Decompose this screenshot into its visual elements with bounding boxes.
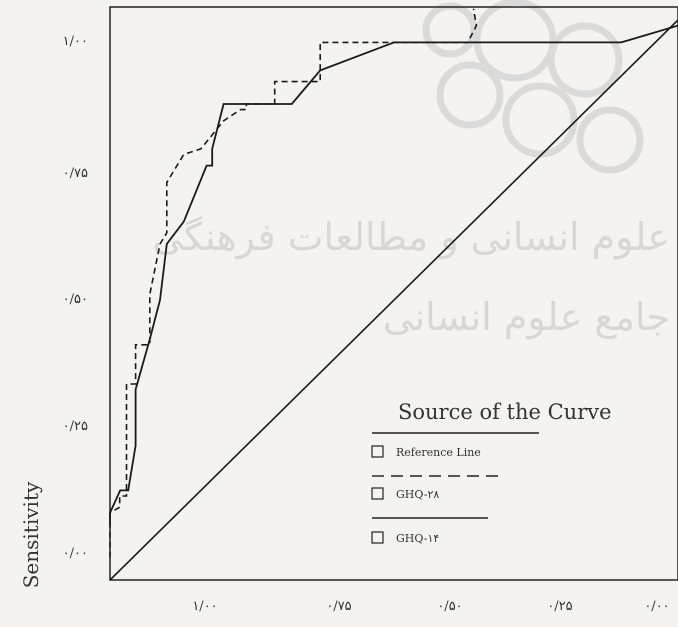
x-tick-label-4: ۰/۲۵ bbox=[547, 599, 572, 614]
legend-title: Source of the Curve bbox=[398, 400, 612, 424]
x-tick-label-5: ۰/۰۰ bbox=[644, 599, 669, 614]
x-tick-label-1: ۱/۰۰ bbox=[192, 599, 217, 614]
series-line-reference bbox=[109, 19, 678, 581]
y-tick-labels: ۱/۰۰ ۰/۷۵ ۰/۵۰ ۰/۲۵ ۰/۰۰ bbox=[63, 34, 88, 561]
series-line-ghq-28 bbox=[109, 8, 478, 558]
legend-swatch-box bbox=[371, 531, 384, 544]
x-tick-label-2: ۰/۷۵ bbox=[326, 599, 351, 614]
watermark-line-1: علوم انسانی و مطالعات فرهنگی bbox=[152, 215, 670, 260]
watermark-ornament bbox=[422, 0, 644, 174]
series-layer bbox=[109, 8, 678, 581]
y-tick-label-3: ۰/۵۰ bbox=[63, 292, 88, 307]
watermark-line-2: جامع علوم انسانی bbox=[383, 295, 670, 340]
watermark: علوم انسانی و مطالعات فرهنگی جامع علوم ا… bbox=[152, 0, 670, 340]
x-tick-label-3: ۰/۵۰ bbox=[437, 599, 462, 614]
legend-item-ghq-28: GHQ-۲۸ bbox=[371, 487, 439, 501]
legend-label: Reference Line bbox=[396, 446, 481, 459]
legend: Source of the Curve Reference Line GHQ-۲… bbox=[371, 400, 612, 545]
legend-swatch-box bbox=[371, 487, 384, 500]
series-line-ghq-14 bbox=[109, 24, 678, 524]
y-tick-label-4: ۰/۲۵ bbox=[63, 419, 88, 434]
y-tick-label-2: ۰/۷۵ bbox=[63, 166, 88, 181]
legend-item-ghq-14: GHQ-۱۴ bbox=[371, 531, 439, 545]
legend-swatch-box bbox=[371, 445, 384, 458]
legend-label: GHQ-۲۸ bbox=[396, 488, 439, 501]
y-tick-label-5: ۰/۰۰ bbox=[63, 546, 88, 561]
y-axis-title: Sensitivity bbox=[19, 481, 43, 588]
y-tick-label-1: ۱/۰۰ bbox=[63, 34, 88, 49]
legend-label: GHQ-۱۴ bbox=[396, 532, 439, 545]
plot-frame bbox=[109, 6, 678, 581]
x-tick-labels: ۱/۰۰ ۰/۷۵ ۰/۵۰ ۰/۲۵ ۰/۰۰ bbox=[192, 599, 669, 614]
legend-item-reference-line: Reference Line bbox=[371, 445, 481, 459]
